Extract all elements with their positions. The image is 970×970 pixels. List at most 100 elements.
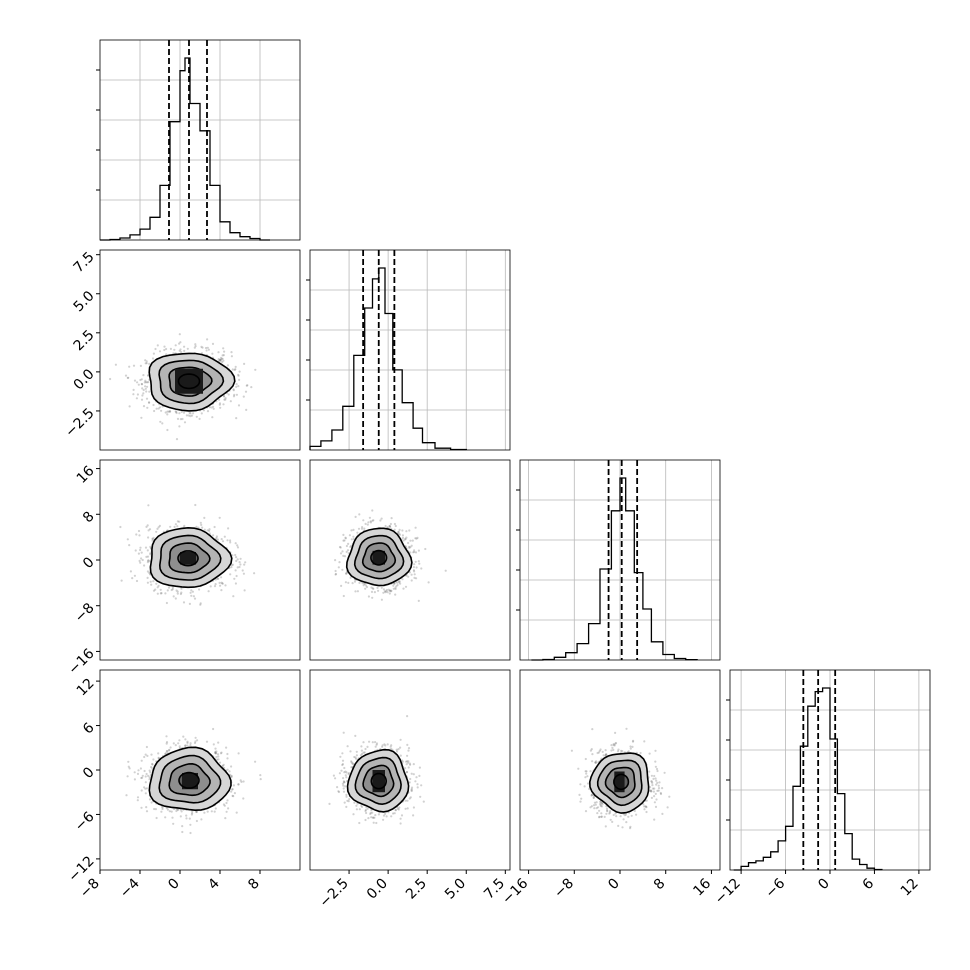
scatter-point — [340, 584, 343, 588]
scatter-point — [347, 772, 350, 775]
scatter-point — [136, 799, 139, 802]
scatter-point — [229, 541, 232, 544]
density-contour — [177, 373, 201, 390]
scatter-point — [133, 771, 136, 774]
scatter-point — [415, 537, 418, 540]
scatter-point — [231, 563, 234, 566]
scatter-point — [346, 549, 350, 552]
scatter-point — [654, 760, 657, 763]
scatter-point — [388, 589, 391, 592]
scatter-point — [399, 817, 402, 820]
scatter-point — [203, 516, 206, 520]
density-contour — [177, 550, 199, 567]
scatter-point — [355, 750, 358, 753]
scatter-point — [382, 814, 386, 817]
scatter-point — [139, 364, 142, 367]
scatter-point — [614, 812, 617, 815]
scatter-point — [614, 731, 617, 735]
scatter-point — [342, 780, 345, 783]
scatter-point — [341, 568, 344, 571]
scatter-point — [241, 569, 244, 572]
scatter-point — [387, 588, 390, 591]
scatter-point — [193, 741, 197, 745]
scatter-point — [650, 780, 653, 783]
scatter-point — [650, 796, 654, 800]
scatter-point — [136, 393, 139, 396]
scatter-point — [384, 744, 387, 747]
scatter-point — [620, 749, 623, 753]
scatter-point — [128, 405, 131, 408]
scatter-point — [145, 362, 148, 365]
scatter-point — [600, 805, 604, 808]
scatter-point — [364, 809, 367, 813]
scatter-point — [136, 772, 140, 776]
scatter-point — [199, 521, 202, 524]
scatter-point — [655, 798, 658, 801]
x-tick-label: 4 — [205, 875, 223, 893]
scatter-point — [328, 802, 331, 806]
scatter-point — [194, 736, 197, 739]
scatter-point — [611, 746, 614, 750]
scatter-point — [152, 580, 155, 583]
scatter-point — [364, 808, 367, 812]
scatter-point — [152, 536, 155, 539]
scatter-point — [179, 341, 182, 344]
scatter-point — [410, 789, 413, 793]
scatter-point — [619, 815, 622, 818]
scatter-point — [382, 588, 385, 591]
scatter-point — [355, 804, 358, 807]
scatter-point — [140, 806, 143, 809]
scatter-point — [383, 590, 387, 593]
scatter-point — [132, 393, 135, 396]
scatter-point — [399, 746, 402, 749]
scatter-point — [407, 760, 410, 763]
scatter-point — [343, 539, 346, 542]
scatter-point — [653, 795, 656, 798]
scatter-point — [360, 749, 363, 752]
scatter-point — [205, 740, 209, 743]
scatter-point — [650, 790, 653, 793]
scatter-point — [229, 573, 232, 576]
scatter-point — [169, 525, 172, 528]
scatter-point — [185, 817, 188, 820]
scatter-point — [414, 526, 417, 529]
scatter-point — [183, 345, 186, 348]
scatter-point — [653, 787, 656, 790]
scatter-point — [366, 523, 369, 526]
scatter-point — [577, 767, 580, 770]
scatter-point — [169, 746, 172, 749]
scatter-point — [382, 818, 385, 821]
scatter-point — [150, 766, 153, 769]
x-tick-label: −6 — [762, 875, 788, 901]
scatter-point — [128, 544, 131, 547]
scatter-point — [126, 775, 129, 778]
scatter-point — [173, 348, 176, 351]
scatter-point — [177, 742, 180, 745]
scatter-point — [409, 551, 412, 554]
scatter-point — [584, 776, 587, 779]
scatter-point — [336, 786, 339, 789]
scatter-point — [230, 351, 233, 354]
scatter-point — [201, 526, 204, 529]
scatter-point — [132, 388, 135, 391]
scatter-point — [239, 557, 242, 560]
scatter-point — [392, 584, 395, 587]
scatter-point — [212, 407, 215, 410]
scatter-point — [218, 581, 221, 585]
scatter-point — [629, 825, 632, 828]
scatter-point — [244, 561, 247, 564]
scatter-point — [396, 583, 399, 587]
scatter-point — [166, 589, 169, 592]
scatter-point — [612, 813, 615, 817]
scatter-point — [405, 574, 408, 577]
scatter-point — [362, 519, 365, 522]
scatter-point — [578, 793, 581, 797]
scatter-point — [593, 801, 597, 804]
scatter-point — [243, 563, 246, 566]
scatter-point — [358, 808, 361, 811]
scatter-point — [187, 414, 190, 417]
scatter-point — [148, 776, 151, 779]
scatter-point — [390, 589, 393, 592]
scatter-point — [639, 751, 642, 755]
scatter-point — [236, 546, 240, 549]
